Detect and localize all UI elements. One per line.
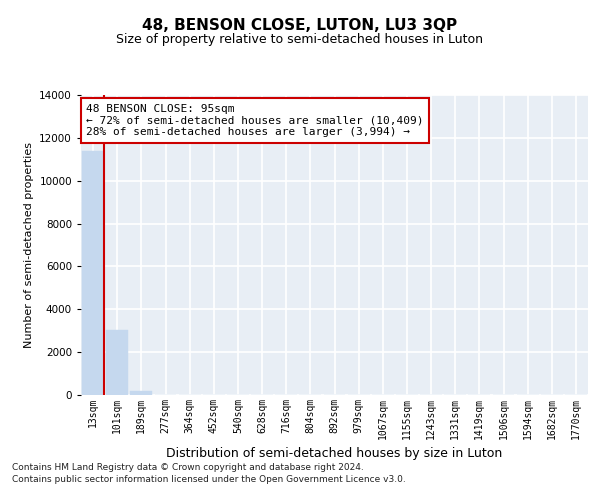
Text: Size of property relative to semi-detached houses in Luton: Size of property relative to semi-detach…	[116, 32, 484, 46]
Text: Contains public sector information licensed under the Open Government Licence v3: Contains public sector information licen…	[12, 475, 406, 484]
X-axis label: Distribution of semi-detached houses by size in Luton: Distribution of semi-detached houses by …	[166, 447, 503, 460]
Y-axis label: Number of semi-detached properties: Number of semi-detached properties	[23, 142, 34, 348]
Text: 48, BENSON CLOSE, LUTON, LU3 3QP: 48, BENSON CLOSE, LUTON, LU3 3QP	[142, 18, 458, 32]
Text: Contains HM Land Registry data © Crown copyright and database right 2024.: Contains HM Land Registry data © Crown c…	[12, 462, 364, 471]
Bar	[106, 330, 128, 395]
Bar	[82, 150, 104, 395]
Text: 48 BENSON CLOSE: 95sqm
← 72% of semi-detached houses are smaller (10,409)
28% of: 48 BENSON CLOSE: 95sqm ← 72% of semi-det…	[86, 104, 424, 137]
Bar	[130, 390, 152, 395]
